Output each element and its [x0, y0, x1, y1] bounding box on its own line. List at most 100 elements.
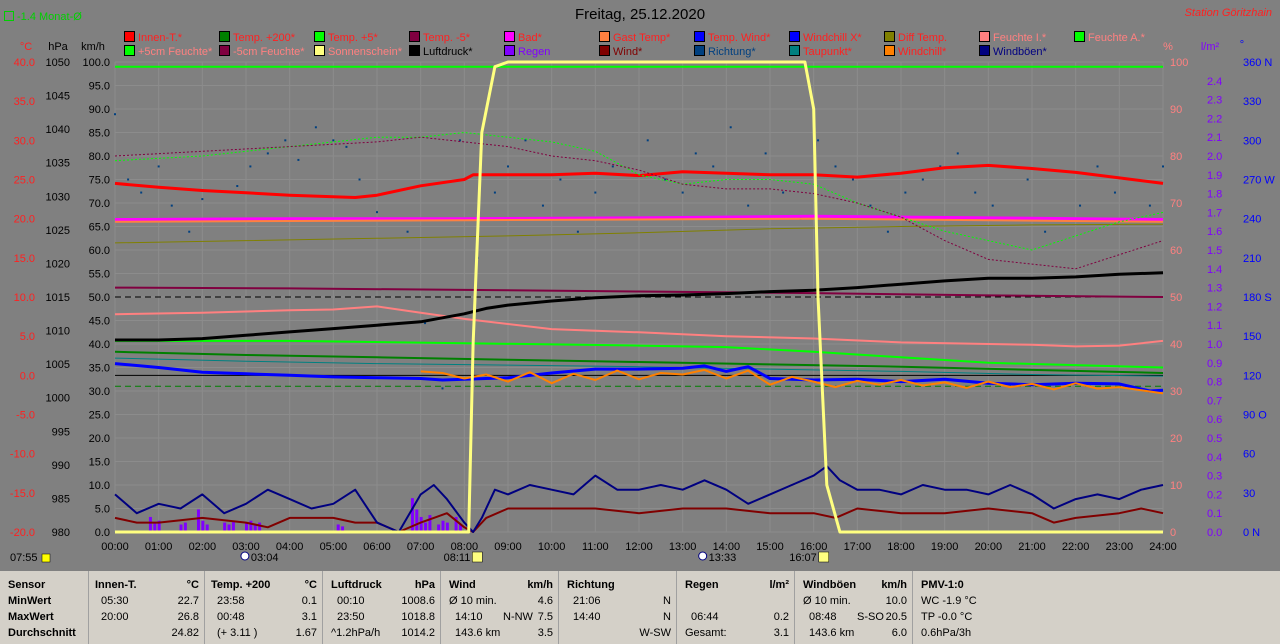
rain-bar: [424, 522, 428, 532]
legend-swatch: [979, 45, 990, 56]
stats-luftdruck: Luftdruck hPa 00:10 1008.6 23:50 1018.8 …: [322, 571, 441, 644]
direction-point: [904, 191, 907, 194]
trend-indicator: -1.4 Monat-Ø: [4, 11, 82, 23]
direction-point: [869, 204, 872, 207]
luftdruck-min: 1008.6: [401, 595, 435, 607]
direction-point: [541, 204, 544, 207]
tick-label-x: 22:00: [1062, 541, 1090, 553]
marker-sunset: 16:07: [789, 552, 817, 564]
marker-moon-set: 03:04: [251, 552, 279, 564]
rain-bar: [428, 515, 432, 532]
direction-point: [694, 152, 697, 155]
direction-point: [939, 165, 942, 168]
tick-label-humidity: 40: [1170, 339, 1182, 351]
series-line: [115, 60, 1163, 534]
tick-label-wind: 15.0: [89, 457, 110, 469]
tick-label-x: 12:00: [625, 541, 653, 553]
legend-swatch: [504, 31, 515, 42]
legend-label: Richtung*: [708, 46, 756, 58]
legend-swatch: [599, 45, 610, 56]
tick-label-x: 08:00: [451, 541, 479, 553]
legend-label: Sonnenschein*: [328, 46, 403, 58]
richtung-max: N: [663, 611, 671, 623]
legend-swatch: [124, 31, 135, 42]
tick-label-humidity: 60: [1170, 245, 1182, 257]
tick-label-pressure: 1000: [46, 393, 70, 405]
tick-label-pressure: 1030: [46, 191, 70, 203]
series-line: [114, 214, 1164, 221]
legend-item: Temp. +5*: [314, 31, 378, 44]
innen-min-time: 05:30: [101, 595, 129, 607]
innen-unit: °C: [186, 579, 199, 591]
legend-item: Wind*: [599, 45, 642, 58]
direction-point: [1079, 204, 1082, 207]
rain-bar: [410, 498, 414, 532]
wind-max: 7.5: [537, 611, 553, 623]
legend-label: Temp. Wind*: [708, 32, 771, 44]
legend-label: Luftdruck*: [423, 46, 473, 58]
legend-swatch: [789, 31, 800, 42]
rain-bar: [437, 524, 441, 532]
series-line: [115, 271, 1164, 342]
tick-label-rain: 0.1: [1207, 508, 1222, 520]
trend-label: -1.4 Monat-Ø: [17, 11, 82, 23]
tick-label-wind: 90.0: [89, 104, 110, 116]
tick-label-rain: 2.4: [1207, 76, 1222, 88]
tick-label-x: 04:00: [276, 541, 304, 553]
tick-label-temp: 35.0: [14, 96, 35, 108]
windboen-title: Windböen: [803, 579, 857, 591]
tick-label-direction: 60: [1243, 449, 1255, 461]
tick-label-x: 21:00: [1018, 541, 1046, 553]
direction-point: [376, 211, 378, 214]
direction-point: [458, 139, 461, 142]
direction-point: [345, 145, 348, 148]
tick-label-x: 14:00: [713, 541, 741, 553]
legend-swatch: [219, 31, 230, 42]
innen-title: Innen-T.: [95, 579, 137, 591]
tick-label-pressure: 1015: [46, 292, 70, 304]
series-line: [114, 217, 1164, 223]
tick-label-direction: 180 S: [1243, 292, 1272, 304]
tick-label-x: 19:00: [931, 541, 959, 553]
direction-point: [782, 191, 785, 194]
tick-label-rain: 0.7: [1207, 395, 1222, 407]
direction-point: [236, 185, 239, 188]
tick-label-pressure: 1040: [46, 124, 70, 136]
tick-label-x: 11:00: [582, 541, 609, 553]
direction-point: [974, 191, 977, 194]
tick-label-direction: 30: [1243, 488, 1255, 500]
direction-point: [747, 204, 750, 207]
temp200-avg-note: (+ 3.11 ): [217, 627, 258, 639]
axis-unit-direction: °: [1240, 39, 1244, 51]
windboen-unit: km/h: [881, 579, 907, 591]
temp200-min-time: 23:58: [217, 595, 245, 607]
legend-swatch: [599, 31, 610, 42]
moon-set-icon: [240, 551, 250, 561]
legend-label: Temp. +5*: [328, 32, 378, 44]
innen-min: 22.7: [177, 595, 199, 607]
tick-label-pressure: 1050: [46, 57, 70, 69]
innen-max: 26.8: [177, 611, 199, 623]
axis-unit-rain: l/m²: [1201, 41, 1220, 53]
rain-bar: [419, 516, 423, 532]
chart-title: Freitag, 25.12.2020: [574, 6, 706, 23]
wind-max-time: 14:10: [455, 611, 483, 623]
direction-point: [1148, 204, 1151, 207]
direction-point: [851, 178, 854, 181]
regen-avg-note: Gesamt:: [685, 627, 727, 639]
tick-label-pressure: 980: [52, 527, 70, 539]
legend-swatch: [1074, 31, 1085, 42]
tick-label-x: 09:00: [494, 541, 522, 553]
tick-label-temp: 10.0: [14, 292, 35, 304]
temp200-unit: °C: [304, 579, 317, 591]
tick-label-temp: 15.0: [14, 253, 35, 265]
direction-point: [646, 139, 649, 142]
wind-avg-note: 143.6 km: [455, 627, 501, 639]
tick-label-x: 24:00: [1149, 541, 1177, 553]
direction-point: [1113, 191, 1116, 194]
tick-label-rain: 1.3: [1207, 283, 1222, 295]
luftdruck-title: Luftdruck: [331, 579, 382, 591]
rain-bar: [245, 522, 248, 532]
series-line: [114, 465, 1164, 533]
wind-min-time: Ø 10 min.: [449, 595, 497, 607]
